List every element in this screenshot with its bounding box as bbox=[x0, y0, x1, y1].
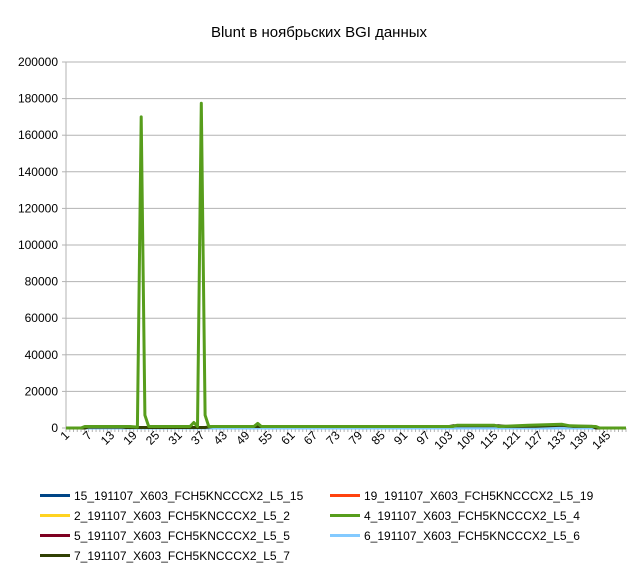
legend-item: 19_191107_X603_FCH5KNCCCX2_L5_19 bbox=[330, 487, 620, 504]
y-tick-label-0: 0 bbox=[51, 421, 58, 435]
x-tick-label-17: 103 bbox=[431, 428, 455, 452]
legend-item: 7_191107_X603_FCH5KNCCCX2_L5_7 bbox=[40, 547, 330, 564]
x-tick-label-18: 109 bbox=[454, 428, 478, 452]
y-axis: 0 20000 40000 60000 80000 100000 120000 140000 1… bbox=[18, 55, 67, 435]
legend-swatch bbox=[330, 514, 360, 517]
legend-item: 6_191107_X603_FCH5KNCCCX2_L5_6 bbox=[330, 527, 620, 544]
y-tick-label-1: 20000 bbox=[25, 384, 59, 398]
legend-label: 2_191107_X603_FCH5KNCCCX2_L5_2 bbox=[74, 508, 290, 523]
y-tick-label-9: 180000 bbox=[18, 92, 58, 106]
x-tick-label-22: 133 bbox=[544, 428, 568, 452]
y-tick-label-2: 40000 bbox=[25, 348, 59, 362]
legend-swatch bbox=[330, 534, 360, 537]
series-line-3 bbox=[66, 101, 626, 430]
legend-swatch bbox=[40, 494, 70, 497]
legend-swatch bbox=[40, 534, 70, 537]
legend-label: 5_191107_X603_FCH5KNCCCX2_L5_5 bbox=[74, 528, 290, 543]
legend-item: 2_191107_X603_FCH5KNCCCX2_L5_2 bbox=[40, 507, 330, 524]
legend-swatch bbox=[40, 514, 70, 517]
x-tick-label-23: 139 bbox=[567, 428, 591, 452]
x-tick-label-20: 121 bbox=[499, 428, 523, 452]
plot-area bbox=[66, 101, 626, 430]
legend: 15_191107_X603_FCH5KNCCCX2_L5_15 19_19110… bbox=[40, 487, 630, 564]
y-tick-label-10: 200000 bbox=[18, 55, 58, 69]
y-tick-label-4: 80000 bbox=[25, 275, 59, 289]
y-tick-label-8: 160000 bbox=[18, 128, 58, 142]
legend-label: 6_191107_X603_FCH5KNCCCX2_L5_6 bbox=[364, 528, 580, 543]
legend-item: 15_191107_X603_FCH5KNCCCX2_L5_15 bbox=[40, 487, 330, 504]
x-tick-label-21: 127 bbox=[522, 428, 546, 452]
y-tick-label-3: 60000 bbox=[25, 311, 59, 325]
chart-title: Blunt в ноябрьских BGI данных bbox=[211, 24, 428, 41]
x-tick-label-24: 145 bbox=[589, 428, 613, 452]
y-tick-label-6: 120000 bbox=[18, 201, 58, 215]
y-tick-label-5: 100000 bbox=[18, 238, 58, 252]
y-tick-label-7: 140000 bbox=[18, 165, 58, 179]
legend-label: 4_191107_X603_FCH5KNCCCX2_L5_4 bbox=[364, 508, 580, 523]
legend-label: 7_191107_X603_FCH5KNCCCX2_L5_7 bbox=[74, 548, 290, 563]
x-tick-label-19: 115 bbox=[477, 428, 501, 452]
legend-label: 15_191107_X603_FCH5KNCCCX2_L5_15 bbox=[74, 488, 304, 503]
gridlines bbox=[66, 61, 626, 429]
legend-label: 19_191107_X603_FCH5KNCCCX2_L5_19 bbox=[364, 488, 594, 503]
legend-swatch bbox=[40, 554, 70, 557]
legend-item: 4_191107_X603_FCH5KNCCCX2_L5_4 bbox=[330, 507, 620, 524]
legend-item: 5_191107_X603_FCH5KNCCCX2_L5_5 bbox=[40, 527, 330, 544]
legend-swatch bbox=[330, 494, 360, 497]
